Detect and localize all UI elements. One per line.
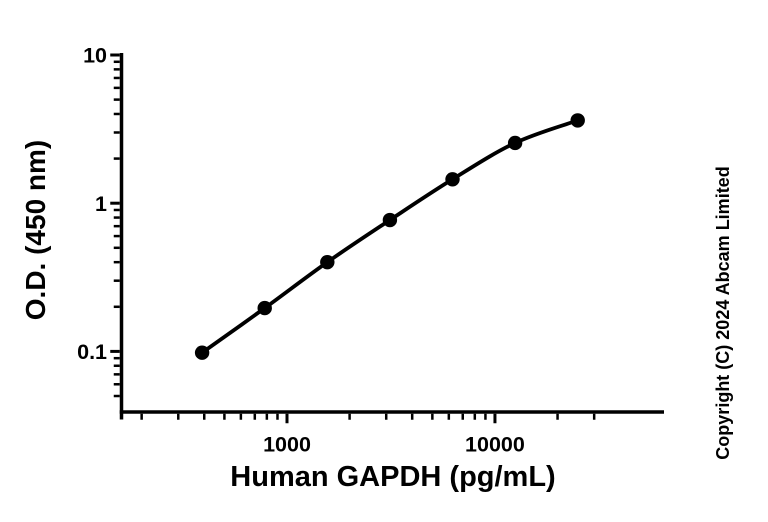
standard-curve-line	[200, 118, 580, 355]
data-point	[507, 135, 523, 151]
data-point	[257, 300, 272, 316]
data-point	[570, 113, 585, 128]
x-tick-label: 1000	[263, 433, 311, 457]
axes	[119, 53, 664, 420]
y-tick-label: 0.1	[77, 340, 107, 364]
x-tick-label: 10000	[465, 433, 525, 457]
x-axis-title: Human GAPDH (pg/mL)	[230, 461, 555, 493]
copyright-watermark: Copyright (C) 2024 Abcam Limited	[713, 166, 733, 459]
y-axis-title: O.D. (450 nm)	[20, 140, 51, 320]
tick-labels: 10 1 0.1 1000 10000	[77, 44, 525, 457]
data-point	[445, 172, 460, 187]
tick-marks	[110, 53, 596, 424]
y-tick-label: 1	[95, 192, 107, 216]
data-point	[320, 254, 335, 270]
y-tick-label: 10	[83, 44, 107, 68]
data-point	[194, 345, 210, 360]
data-point	[382, 212, 398, 228]
data-points	[194, 113, 585, 360]
